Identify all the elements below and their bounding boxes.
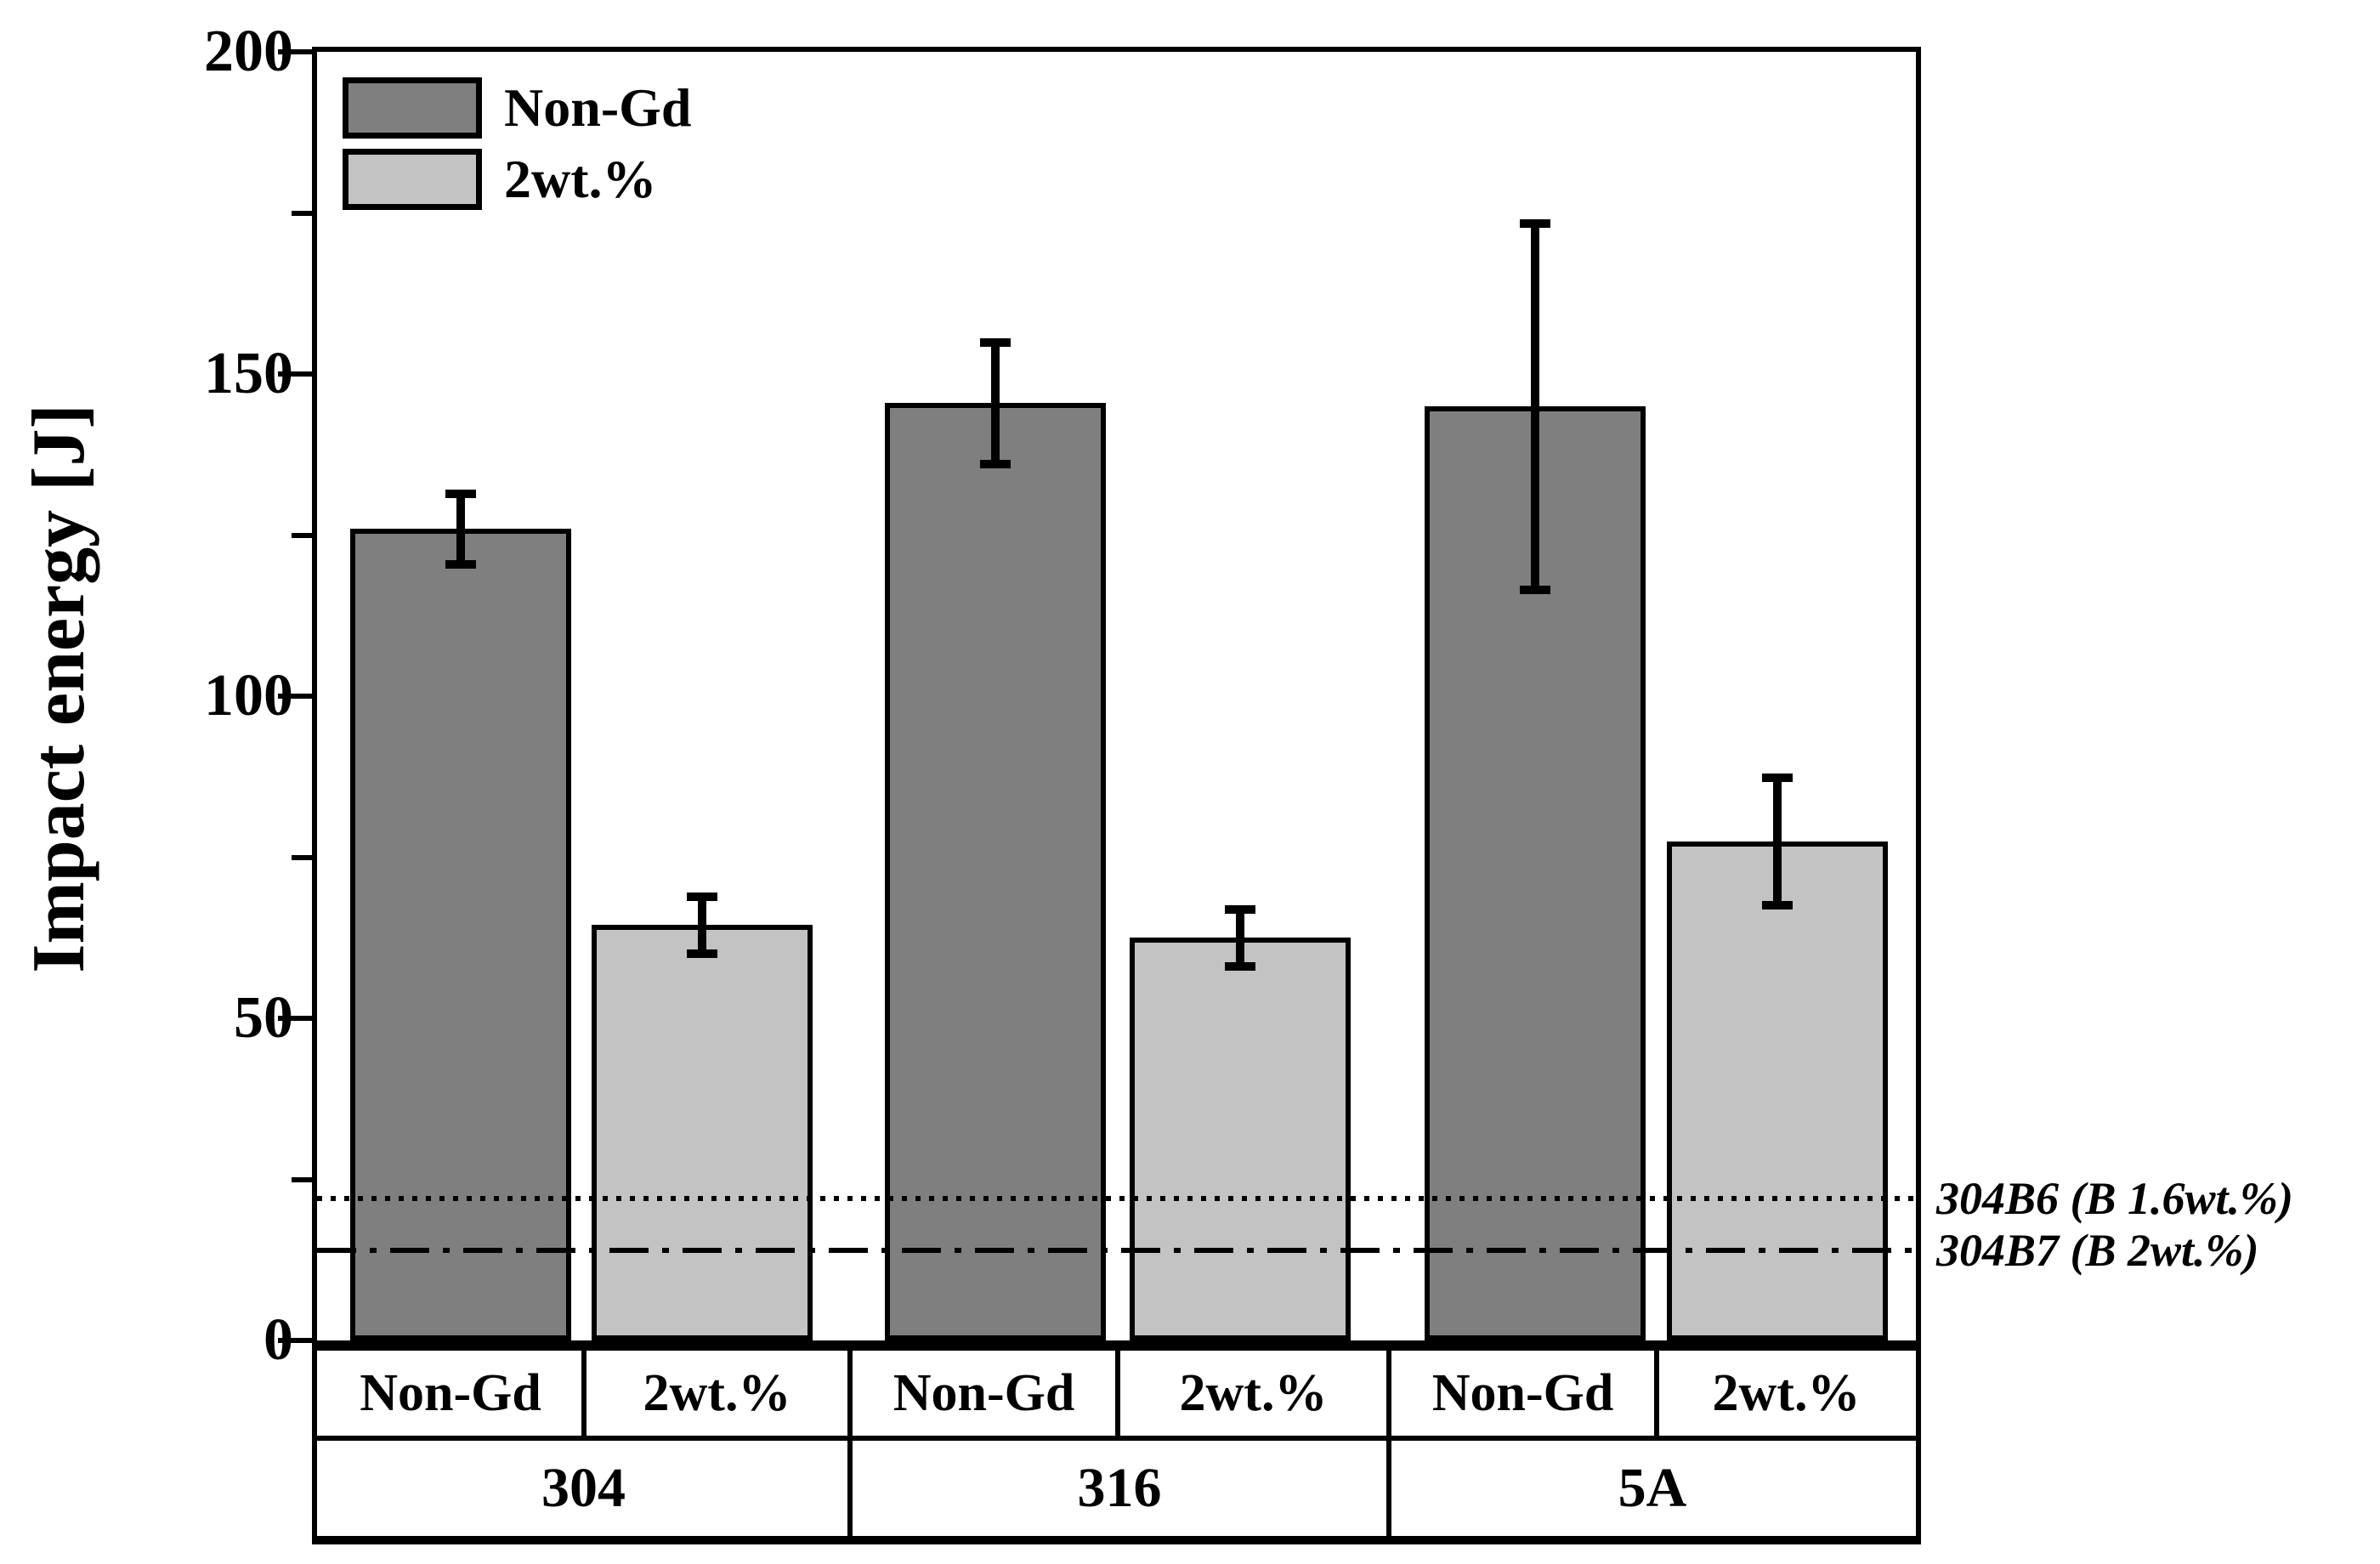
y-minor-tick: [292, 854, 312, 860]
error-bar-stem: [1236, 909, 1244, 967]
plot-area: Non-Gd 2wt.%: [278, 47, 1921, 1346]
y-minor-tick: [292, 210, 312, 216]
legend-item: Non-Gd: [343, 77, 692, 139]
bar-tick-label: 2wt.%: [643, 1363, 791, 1422]
y-tick-label: 200: [204, 19, 293, 84]
y-major-tick: [278, 371, 312, 377]
group-label: 316: [1077, 1457, 1162, 1519]
error-bar-stem: [1773, 776, 1782, 906]
bar-304-2wt.%: [592, 925, 813, 1340]
cell-divider: [847, 1441, 853, 1536]
error-bar-cap-top: [445, 490, 476, 499]
x-axis-group-label-row: 304 316 5A: [312, 1436, 1921, 1544]
reference-line-label: 304B6 (B 1.6wt.%): [1936, 1173, 2294, 1225]
error-bar-stem: [698, 895, 706, 955]
bar-316-2wt.%: [1130, 938, 1351, 1340]
y-tick-label: 100: [204, 663, 293, 728]
bar-5A-2wt.%: [1667, 841, 1888, 1340]
bar-tick-label: Non-Gd: [360, 1363, 541, 1422]
error-bar-cap-bottom: [1520, 585, 1550, 594]
error-bar-stem: [1531, 222, 1539, 590]
y-major-tick: [278, 49, 312, 54]
y-tick-label: 0: [264, 1307, 293, 1373]
error-bar-cap-bottom: [1225, 962, 1255, 972]
bar-316-Non-Gd: [885, 403, 1106, 1340]
legend-swatch: [343, 77, 482, 139]
group-label: 5A: [1618, 1457, 1687, 1519]
legend-item: 2wt.%: [343, 149, 692, 210]
group-label: 304: [541, 1457, 626, 1519]
reference-line-dashdot: [317, 1247, 1916, 1253]
y-major-tick: [278, 1016, 312, 1021]
x-axis-bar-label-row: Non-Gd 2wt.% Non-Gd 2wt.% Non-Gd 2wt.%: [312, 1346, 1921, 1441]
error-bar-stem: [456, 493, 465, 564]
y-tick-label: 150: [204, 341, 293, 406]
legend-label: 2wt.%: [504, 149, 657, 209]
y-tick-label: 50: [234, 985, 293, 1051]
legend: Non-Gd 2wt.%: [343, 77, 692, 220]
error-bar-cap-bottom: [980, 460, 1011, 469]
bar-tick-label: 2wt.%: [1712, 1363, 1861, 1422]
y-minor-tick: [292, 532, 312, 538]
reference-line-dotted: [317, 1196, 1916, 1202]
cell-divider: [847, 1351, 853, 1436]
y-major-tick: [278, 1338, 312, 1343]
error-bar-cap-top: [1762, 773, 1793, 782]
bar-tick-label: Non-Gd: [892, 1363, 1075, 1422]
bar-tick-label: Non-Gd: [1431, 1363, 1614, 1422]
error-bar-cap-bottom: [1762, 901, 1793, 910]
bar-tick-label: 2wt.%: [1179, 1363, 1328, 1422]
error-bar-cap-top: [1225, 905, 1255, 915]
reference-line-label: 304B7 (B 2wt.%): [1936, 1224, 2259, 1276]
error-bar-stem: [991, 342, 1000, 465]
cell-divider: [1386, 1351, 1391, 1436]
error-bar-cap-bottom: [445, 559, 476, 569]
legend-label: Non-Gd: [504, 77, 692, 138]
error-bar-cap-top: [687, 892, 717, 901]
y-major-tick: [278, 694, 312, 699]
cell-divider: [1386, 1441, 1391, 1536]
legend-swatch: [343, 149, 482, 210]
cell-divider: [1654, 1351, 1659, 1436]
bar-304-Non-Gd: [350, 528, 571, 1340]
error-bar-cap-top: [1520, 218, 1550, 228]
error-bar-cap-bottom: [687, 949, 717, 959]
cell-divider: [1115, 1351, 1120, 1436]
error-bar-cap-top: [980, 338, 1011, 348]
y-minor-tick: [292, 1176, 312, 1182]
cell-divider: [581, 1351, 586, 1436]
